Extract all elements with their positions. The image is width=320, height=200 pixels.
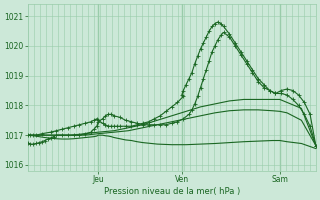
X-axis label: Pression niveau de la mer( hPa ): Pression niveau de la mer( hPa ) (104, 187, 240, 196)
